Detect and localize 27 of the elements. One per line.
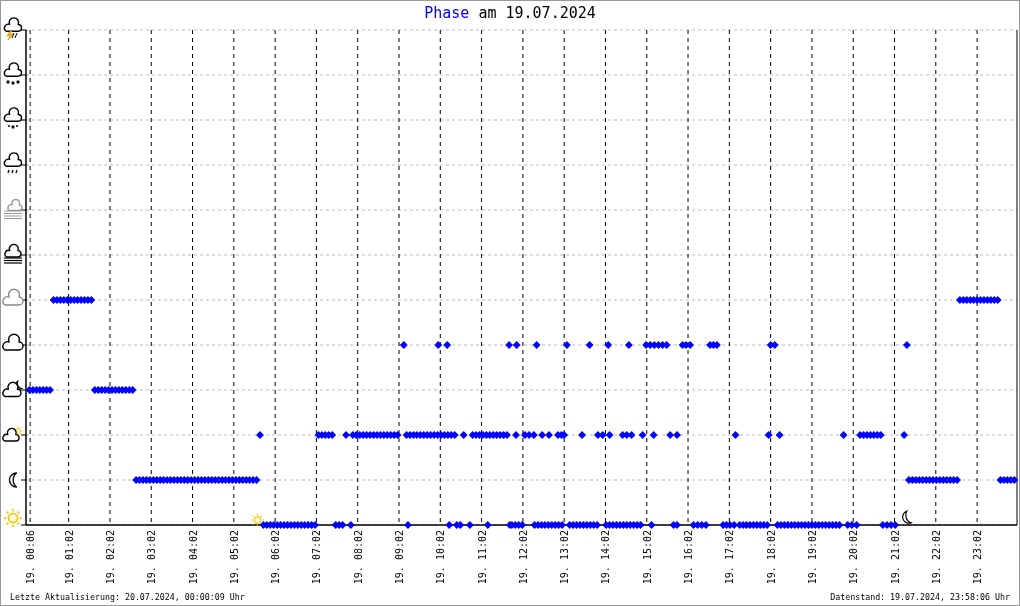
x-tick-label: 19. 20:02	[847, 530, 859, 585]
x-tick-label: 19. 14:02	[599, 530, 611, 585]
x-tick-label: 19. 06:02	[269, 530, 281, 585]
x-tick-label: 19. 11:02	[476, 530, 488, 585]
x-tick-label: 19. 09:02	[393, 530, 405, 585]
x-tick-label: 19. 07:02	[310, 530, 322, 585]
x-tick-label: 19. 22:02	[930, 530, 942, 585]
x-tick-label: 19. 00:06	[24, 530, 36, 585]
x-tick-label: 19. 05:02	[228, 530, 240, 585]
x-tick-label: 19. 21:02	[889, 530, 900, 585]
x-tick-label: 19. 10:02	[434, 530, 446, 585]
x-tick-label: 19. 13:02	[558, 530, 570, 585]
x-tick-label: 19. 02:02	[104, 530, 116, 585]
x-tick-label: 19. 08:02	[352, 530, 364, 585]
x-tick-label: 19. 03:02	[145, 530, 157, 585]
x-tick-label: 19. 17:02	[723, 530, 735, 585]
x-tick-label: 19. 15:02	[641, 530, 653, 585]
x-tick-label: 19. 01:02	[63, 530, 75, 585]
x-tick-label: 19. 18:02	[765, 530, 777, 585]
x-tick-label: 19. 12:02	[517, 530, 529, 585]
x-tick-label: 19. 04:02	[187, 530, 199, 585]
x-tick-label: 19. 23:02	[971, 530, 983, 585]
text: Datenstand: 19.07.2024, 23:58:06 Uhr	[830, 592, 1010, 602]
x-tick-label: 19. 16:02	[682, 530, 694, 585]
x-tick-label: 19. 19:02	[806, 530, 818, 585]
text: Letzte Aktualisierung: 20.07.2024, 00:00:09 Uhr	[10, 592, 245, 602]
chart-title: Phase am 19.07.2024	[424, 4, 596, 22]
